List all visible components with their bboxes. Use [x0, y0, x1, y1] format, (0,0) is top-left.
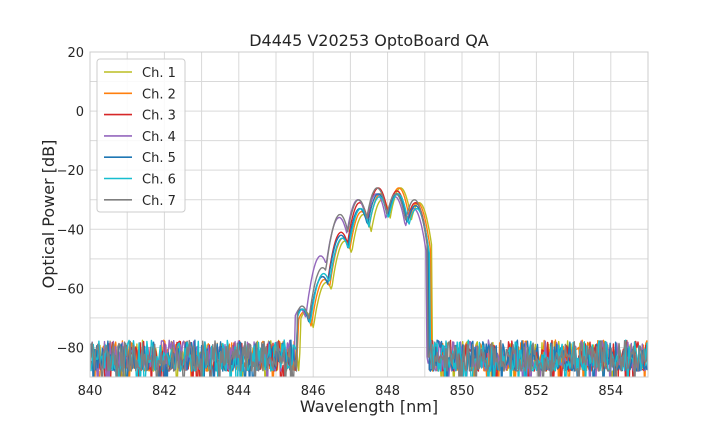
y-tick-label: −40	[57, 223, 84, 238]
legend-label: Ch. 4	[142, 130, 176, 145]
y-tick-label: 20	[67, 46, 84, 61]
plot-frame	[89, 51, 649, 378]
x-tick-label: 842	[152, 384, 177, 399]
legend-label: Ch. 3	[142, 109, 176, 124]
x-tick-label: 848	[375, 384, 400, 399]
legend: Ch. 1 Ch. 2 Ch. 3 Ch. 4 Ch. 5 Ch. 6 Ch. 7	[96, 58, 186, 213]
x-tick-label: 850	[450, 384, 475, 399]
y-tick-label: −20	[57, 164, 84, 179]
series-line-ch-7	[90, 187, 648, 377]
y-tick-label: 0	[76, 105, 84, 120]
x-tick-label: 844	[226, 384, 251, 399]
legend-label: Ch. 7	[142, 194, 176, 209]
legend-label: Ch. 6	[142, 173, 176, 188]
legend-label: Ch. 5	[142, 151, 176, 166]
x-axis-label: Wavelength [nm]	[300, 397, 438, 416]
legend-label: Ch. 2	[142, 87, 176, 102]
x-tick-label: 852	[524, 384, 549, 399]
y-tick-label: −80	[57, 341, 84, 356]
y-tick-labels: 20 0 −20 −40 −60 −80	[57, 46, 84, 356]
y-axis-label: Optical Power [dB]	[39, 140, 58, 289]
chart-title: D4445 V20253 OptoBoard QA	[249, 31, 489, 50]
x-tick-label: 846	[301, 384, 326, 399]
series-layer	[90, 187, 648, 377]
y-tick-label: −60	[57, 282, 84, 297]
legend-label: Ch. 1	[142, 66, 176, 81]
x-tick-labels: 840 842 844 846 848 850 852 854	[78, 384, 624, 399]
x-tick-label: 854	[598, 384, 623, 399]
legend-box	[96, 58, 186, 213]
x-tick-label: 840	[78, 384, 103, 399]
